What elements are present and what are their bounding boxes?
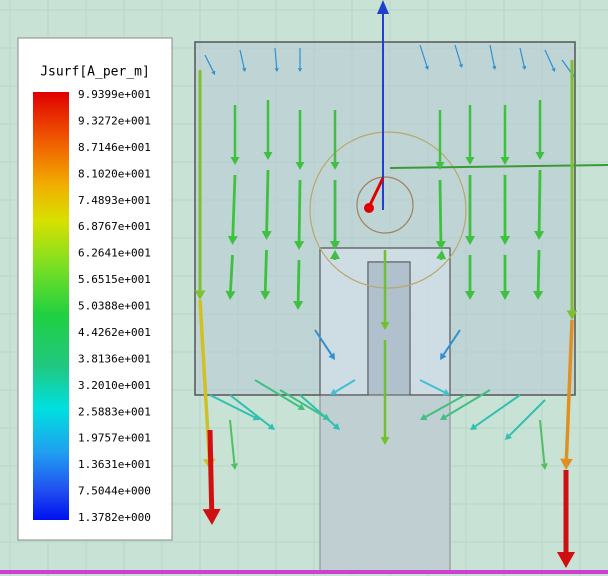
legend: Jsurf[A_per_m] 9.9399e+001 9.3272e+001 8.7… [18, 38, 172, 540]
legend-label: 6.8767e+001 [78, 220, 151, 233]
legend-label: 1.3782e+000 [78, 511, 151, 524]
legend-label: 8.1020e+001 [78, 167, 151, 180]
arrow-shaft [210, 430, 212, 509]
legend-label: 8.7146e+001 [78, 141, 151, 154]
legend-label: 4.4262e+001 [78, 326, 151, 339]
legend-label: 6.2641e+001 [78, 247, 151, 260]
legend-labels: 9.9399e+001 9.3272e+001 8.7146e+001 8.1020e… [78, 88, 151, 524]
legend-label: 1.3631e+001 [78, 458, 151, 471]
legend-label: 2.5883e+001 [78, 405, 151, 418]
arrow-shaft [440, 180, 441, 241]
axis-x-head [364, 203, 374, 213]
legend-label: 7.4893e+001 [78, 194, 151, 207]
simulation-view: Jsurf[A_per_m] 9.9399e+001 9.3272e+001 8.7… [0, 0, 608, 576]
legend-label: 7.5044e+000 [78, 485, 151, 498]
legend-label: 3.2010e+001 [78, 379, 151, 392]
inset [368, 262, 410, 395]
arrow-shaft [230, 255, 232, 291]
legend-label: 5.0388e+001 [78, 300, 151, 313]
legend-title: Jsurf[A_per_m] [40, 65, 150, 80]
arrow-shaft [539, 170, 540, 231]
arrow-shaft [267, 170, 268, 231]
legend-label: 9.3272e+001 [78, 114, 151, 127]
arrow-shaft [538, 250, 539, 291]
legend-label: 5.6515e+001 [78, 273, 151, 286]
color-bar [33, 92, 69, 520]
arrow-shaft [298, 260, 299, 301]
legend-label: 9.9399e+001 [78, 88, 151, 101]
legend-label: 1.9757e+001 [78, 432, 151, 445]
arrow-shaft [265, 250, 266, 291]
legend-label: 3.8136e+001 [78, 352, 151, 365]
arrow-shaft [299, 180, 300, 241]
